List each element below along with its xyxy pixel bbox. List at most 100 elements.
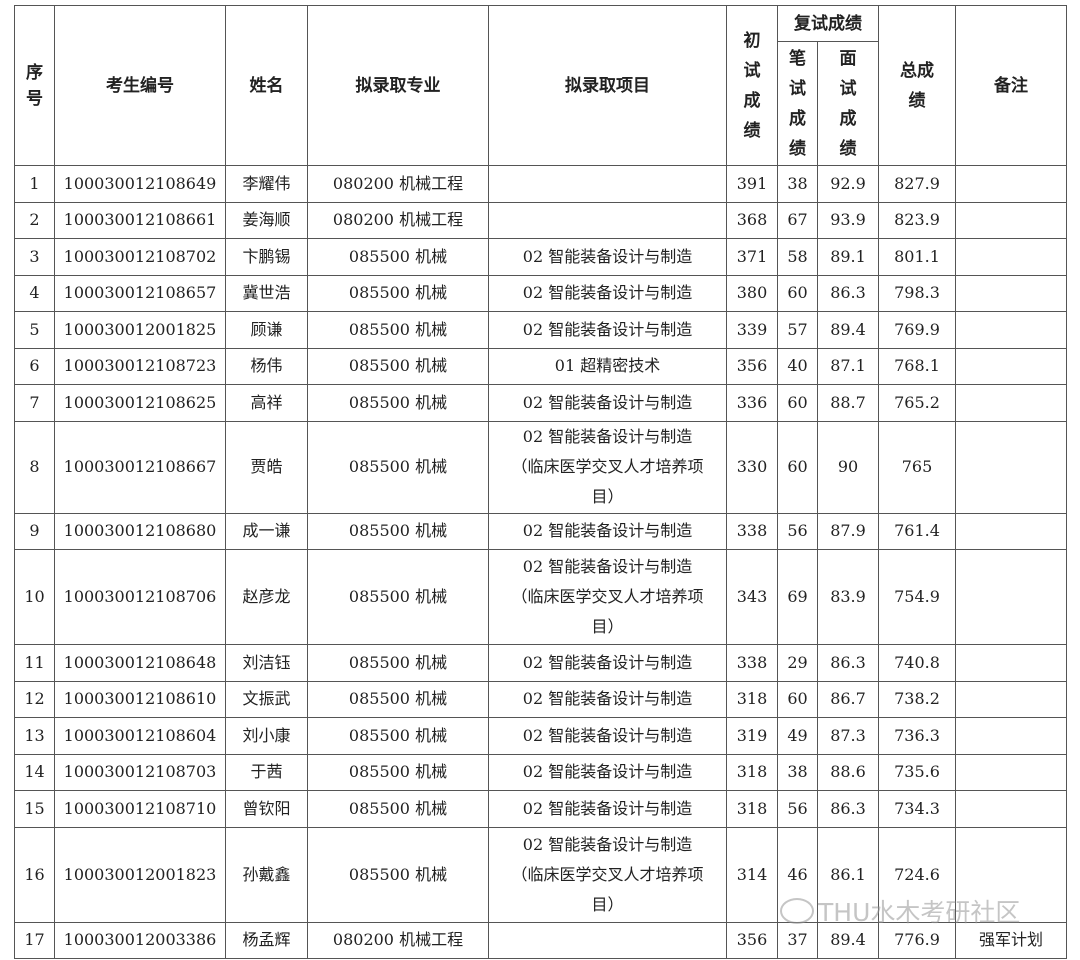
wechat-icon [780,898,814,924]
cell-seq: 9 [14,512,55,550]
cell-interview: 86.3 [817,644,879,682]
cell-written: 40 [777,347,818,385]
cell-name: 于茜 [225,753,308,791]
table-row: 13 100030012108604 刘小康 085500 机械 02 智能装备设计与制… [14,717,1067,755]
cell-project: 02 智能装备设计与制造 [488,717,727,755]
cell-project: 02 智能装备设计与制造 [488,384,727,422]
cell-project: 02 智能装备设计与制造 [488,644,727,682]
cell-interview: 93.9 [817,201,879,239]
cell-initial: 371 [726,238,778,276]
cell-written: 67 [777,201,818,239]
cell-total: 738.2 [878,680,956,718]
cell-interview: 86.3 [817,274,879,312]
cell-interview: 88.6 [817,753,879,791]
cell-total: 724.6 [878,826,956,923]
watermark: THU水木考研社区 [780,893,1020,929]
cell-initial: 338 [726,512,778,550]
cell-interview: 83.9 [817,549,879,645]
cell-seq: 3 [14,238,55,276]
cell-major: 085500 机械 [307,644,489,682]
cell-total: 776.9 [878,921,956,959]
header-exam-id: 考生编号 [54,5,226,166]
cell-remark [955,274,1067,312]
cell-total: 740.8 [878,644,956,682]
cell-remark [955,717,1067,755]
cell-remark [955,165,1067,203]
cell-seq: 12 [14,680,55,718]
cell-total: 798.3 [878,274,956,312]
cell-project [488,201,727,239]
cell-written: 38 [777,165,818,203]
cell-initial: 343 [726,549,778,645]
cell-initial: 336 [726,384,778,422]
cell-written: 56 [777,790,818,828]
cell-name: 贾皓 [225,420,308,514]
cell-written: 38 [777,753,818,791]
cell-seq: 2 [14,201,55,239]
cell-major: 085500 机械 [307,512,489,550]
cell-project: 02 智能装备设计与制造 [488,274,727,312]
cell-interview: 92.9 [817,165,879,203]
table-row: 8 100030012108667 贾皓 085500 机械 02 智能装备设计与制造（… [14,420,1067,514]
cell-interview: 86.7 [817,680,879,718]
cell-remark [955,826,1067,923]
cell-total: 768.1 [878,347,956,385]
cell-seq: 4 [14,274,55,312]
cell-exam-id: 100030012108723 [54,347,226,385]
cell-name: 卞鹏锡 [225,238,308,276]
header-name: 姓名 [225,5,308,166]
cell-name: 赵彦龙 [225,549,308,645]
header-retest: 复试成绩 [777,5,879,42]
cell-interview: 89.1 [817,238,879,276]
cell-remark [955,420,1067,514]
cell-project [488,921,727,959]
cell-seq: 8 [14,420,55,514]
cell-major: 085500 机械 [307,420,489,514]
cell-interview: 89.4 [817,921,879,959]
cell-written: 29 [777,644,818,682]
cell-project: 02 智能装备设计与制造 [488,753,727,791]
table-row: 17 100030012003386 杨孟辉 080200 机械工程 356 37 89.4… [14,921,1067,959]
cell-written: 57 [777,311,818,349]
cell-exam-id: 100030012108702 [54,238,226,276]
table-row: 4 100030012108657 冀世浩 085500 机械 02 智能装备设计与制造… [14,274,1067,312]
cell-remark [955,384,1067,422]
cell-interview: 88.7 [817,384,879,422]
header-seq: 序号 [14,5,55,166]
cell-exam-id: 100030012001823 [54,826,226,923]
cell-initial: 368 [726,201,778,239]
cell-exam-id: 100030012001825 [54,311,226,349]
cell-major: 080200 机械工程 [307,165,489,203]
cell-total: 801.1 [878,238,956,276]
cell-initial: 330 [726,420,778,514]
cell-name: 杨孟辉 [225,921,308,959]
cell-interview: 89.4 [817,311,879,349]
cell-exam-id: 100030012108667 [54,420,226,514]
admission-table: 序号 考生编号 姓名 拟录取专业 拟录取项目 初试成绩 复试成绩 总成绩 备注 … [14,5,1067,959]
cell-exam-id: 100030012108648 [54,644,226,682]
table-row: 15 100030012108710 曾钦阳 085500 机械 02 智能装备设计与制… [14,790,1067,828]
cell-seq: 14 [14,753,55,791]
cell-seq: 7 [14,384,55,422]
cell-initial: 356 [726,921,778,959]
cell-exam-id: 100030012108649 [54,165,226,203]
cell-exam-id: 100030012108604 [54,717,226,755]
cell-written: 60 [777,420,818,514]
cell-initial: 338 [726,644,778,682]
cell-exam-id: 100030012003386 [54,921,226,959]
table-row: 9 100030012108680 成一谦 085500 机械 02 智能装备设计与制造… [14,512,1067,550]
cell-name: 孙戴鑫 [225,826,308,923]
cell-interview: 87.9 [817,512,879,550]
table-row: 14 100030012108703 于茜 085500 机械 02 智能装备设计与制造… [14,753,1067,791]
cell-name: 冀世浩 [225,274,308,312]
cell-remark [955,753,1067,791]
cell-seq: 17 [14,921,55,959]
cell-remark: 强军计划 [955,921,1067,959]
cell-remark [955,512,1067,550]
cell-exam-id: 100030012108610 [54,680,226,718]
cell-initial: 380 [726,274,778,312]
cell-major: 085500 机械 [307,826,489,923]
cell-total: 736.3 [878,717,956,755]
cell-written: 60 [777,384,818,422]
table-row: 2 100030012108661 姜海顺 080200 机械工程 368 67 93.9 8… [14,201,1067,239]
